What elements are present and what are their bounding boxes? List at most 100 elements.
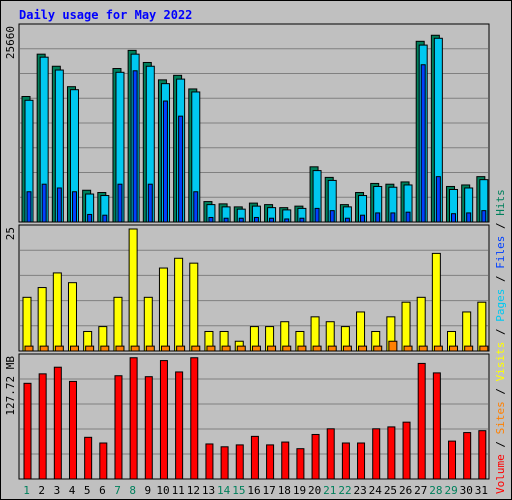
bar-volume-day-29 bbox=[448, 440, 457, 480]
bar-volume-day-2 bbox=[38, 373, 47, 480]
x-tick-label: 20 bbox=[308, 484, 321, 497]
legend-item-visits: Visits bbox=[494, 342, 507, 382]
bar-pages-day-6 bbox=[102, 214, 108, 223]
bar-sites-day-9 bbox=[145, 345, 155, 352]
bar-visits-day-2 bbox=[37, 287, 47, 352]
bar-sites-day-22 bbox=[342, 345, 352, 352]
bar-pages-day-3 bbox=[56, 187, 62, 223]
legend-item-pages: Pages bbox=[494, 289, 507, 322]
x-tick-label: 10 bbox=[156, 484, 169, 497]
x-tick-label: 1 bbox=[23, 484, 30, 497]
x-tick-label: 8 bbox=[129, 484, 136, 497]
bar-pages-day-5 bbox=[87, 213, 93, 223]
bar-visits-day-26 bbox=[401, 301, 411, 352]
bar-volume-day-3 bbox=[53, 366, 62, 480]
bar-volume-day-20 bbox=[311, 433, 320, 480]
bar-volume-day-1 bbox=[23, 382, 32, 480]
bar-pages-day-14 bbox=[223, 217, 229, 223]
bar-volume-day-19 bbox=[296, 448, 305, 480]
bar-sites-day-2 bbox=[39, 345, 49, 352]
legend-separator: / bbox=[494, 434, 507, 454]
panel-volume: 127.72 MB bbox=[4, 353, 490, 480]
bar-volume-day-11 bbox=[175, 371, 184, 480]
bar-volume-day-24 bbox=[372, 428, 381, 480]
bar-pages-day-16 bbox=[253, 216, 259, 223]
bar-sites-day-10 bbox=[160, 345, 170, 352]
x-tick-label: 28 bbox=[429, 484, 442, 497]
bar-volume-day-16 bbox=[250, 435, 259, 480]
bar-visits-day-10 bbox=[158, 267, 168, 352]
x-tick-label: 3 bbox=[54, 484, 61, 497]
bar-sites-day-20 bbox=[312, 345, 322, 352]
bar-pages-day-24 bbox=[375, 212, 381, 223]
x-tick-label: 27 bbox=[414, 484, 427, 497]
x-tick-label: 16 bbox=[247, 484, 260, 497]
legend-item-sites: Sites bbox=[494, 401, 507, 434]
bar-volume-day-27 bbox=[417, 362, 426, 480]
bar-visits-day-30 bbox=[462, 311, 472, 352]
bar-sites-day-8 bbox=[130, 345, 140, 352]
x-tick-label: 11 bbox=[172, 484, 185, 497]
y-max-label: 25660 bbox=[4, 26, 17, 59]
bar-sites-day-23 bbox=[358, 345, 368, 352]
bar-sites-day-30 bbox=[464, 345, 474, 352]
bar-volume-day-10 bbox=[159, 360, 168, 480]
bar-volume-day-14 bbox=[220, 446, 229, 480]
bar-sites-day-24 bbox=[373, 345, 383, 352]
y-max-label: 25 bbox=[4, 227, 17, 240]
bar-visits-day-11 bbox=[174, 257, 184, 352]
bar-pages-day-18 bbox=[284, 218, 290, 223]
bar-sites-day-3 bbox=[54, 345, 64, 352]
bar-volume-day-13 bbox=[205, 443, 214, 480]
x-tick-label: 7 bbox=[114, 484, 121, 497]
bar-visits-day-12 bbox=[189, 262, 199, 352]
bar-sites-day-11 bbox=[176, 345, 186, 352]
x-tick-label: 2 bbox=[38, 484, 45, 497]
bar-pages-day-10 bbox=[162, 100, 168, 223]
x-tick-label: 15 bbox=[232, 484, 245, 497]
x-tick-label: 13 bbox=[202, 484, 215, 497]
bar-visits-day-1 bbox=[22, 296, 32, 352]
y-max-label: 127.72 MB bbox=[4, 356, 17, 416]
series-volume bbox=[23, 357, 487, 480]
bar-sites-day-7 bbox=[115, 345, 125, 352]
legend-separator: / bbox=[494, 216, 507, 236]
bar-sites-day-17 bbox=[267, 345, 277, 352]
bar-pages-day-12 bbox=[193, 191, 199, 223]
bar-pages-day-11 bbox=[178, 115, 184, 223]
legend-separator: / bbox=[494, 381, 507, 401]
bar-volume-day-6 bbox=[99, 442, 108, 480]
bar-volume-day-18 bbox=[281, 441, 290, 480]
bar-sites-day-21 bbox=[327, 345, 337, 352]
bar-visits-day-7 bbox=[113, 296, 123, 352]
bar-volume-day-8 bbox=[129, 357, 138, 480]
x-tick-label: 5 bbox=[84, 484, 91, 497]
x-tick-label: 23 bbox=[354, 484, 367, 497]
bar-pages-day-13 bbox=[208, 216, 214, 223]
bar-sites-day-29 bbox=[449, 345, 459, 352]
legend-item-hits: Hits bbox=[494, 189, 507, 216]
bar-pages-day-17 bbox=[269, 217, 275, 223]
bar-pages-day-25 bbox=[390, 212, 396, 223]
panel-visits_sites: 25 bbox=[4, 224, 490, 352]
legend-separator: / bbox=[494, 269, 507, 289]
bar-volume-day-30 bbox=[463, 432, 472, 480]
bar-pages-day-2 bbox=[41, 183, 47, 223]
bar-volume-day-15 bbox=[235, 444, 244, 480]
x-tick-label: 4 bbox=[69, 484, 76, 497]
bar-sites-day-13 bbox=[206, 345, 216, 352]
bar-pages-day-15 bbox=[238, 217, 244, 223]
bar-sites-day-14 bbox=[221, 345, 231, 352]
bar-sites-day-16 bbox=[251, 345, 261, 352]
bar-sites-day-15 bbox=[236, 345, 246, 352]
bar-volume-day-25 bbox=[387, 426, 396, 480]
bar-sites-day-27 bbox=[418, 345, 428, 352]
bar-pages-day-21 bbox=[329, 210, 335, 223]
bar-sites-day-1 bbox=[24, 345, 34, 352]
x-tick-label: 26 bbox=[399, 484, 412, 497]
bar-visits-day-23 bbox=[356, 311, 366, 352]
series-sites bbox=[24, 340, 489, 352]
bar-pages-day-28 bbox=[435, 176, 441, 223]
bar-pages-day-23 bbox=[360, 214, 366, 223]
